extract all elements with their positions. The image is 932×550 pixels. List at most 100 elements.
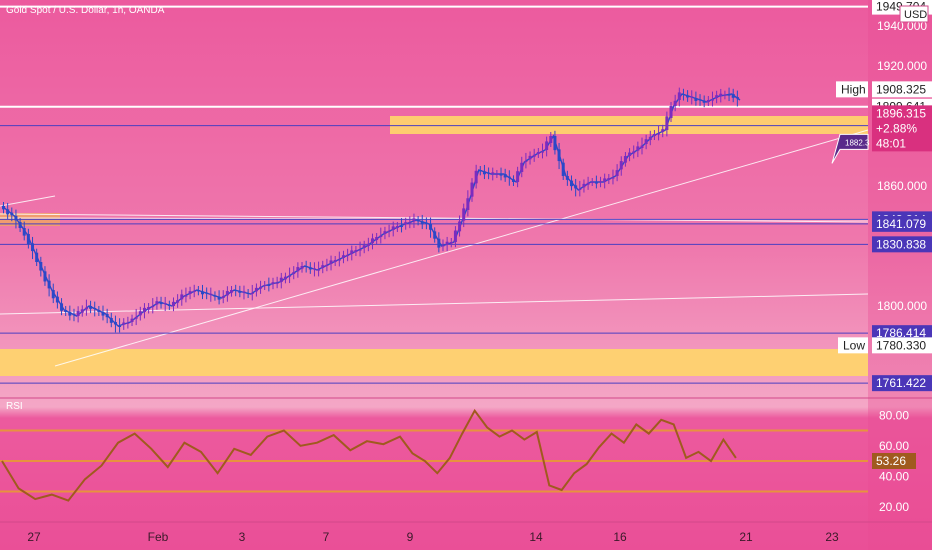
candle-body	[528, 155, 532, 160]
candle-body	[242, 291, 246, 293]
candle-body	[93, 308, 97, 309]
candle-body	[259, 286, 263, 289]
high-price-tag: 1908.325	[876, 82, 926, 96]
candle-body	[395, 226, 399, 228]
candle-body	[317, 269, 321, 271]
x-axis-tick: 7	[323, 530, 330, 544]
candle-body	[263, 285, 267, 286]
candle-body	[101, 312, 105, 316]
rsi-current-bg	[872, 453, 916, 469]
candle-body	[184, 295, 188, 297]
candle-body	[51, 290, 55, 299]
candle-body	[594, 182, 598, 184]
candle-body	[615, 170, 619, 176]
supply-demand-zone	[390, 116, 868, 134]
candle-body	[665, 116, 669, 130]
candle-body	[366, 243, 370, 246]
candle-body	[400, 226, 404, 227]
candle-body	[55, 296, 59, 303]
trend-line	[54, 129, 869, 367]
candle-body	[230, 290, 234, 293]
candle-body	[686, 95, 690, 98]
candle-body	[250, 292, 254, 294]
candle-body	[524, 160, 528, 162]
candle-body	[387, 230, 391, 232]
price-axis-tick: 1800.000	[877, 299, 927, 313]
candle-body	[408, 222, 412, 224]
candle-body	[89, 306, 93, 309]
candle-body	[611, 177, 615, 179]
candle-body	[532, 154, 536, 157]
candle-body	[47, 280, 51, 289]
candle-body	[710, 99, 714, 101]
candle-body	[288, 275, 292, 277]
trend-line	[0, 195, 56, 207]
candle-body	[570, 180, 574, 187]
candle-body	[520, 162, 524, 172]
high-label: High	[841, 82, 866, 96]
low-price-tag: 1780.330	[876, 338, 926, 352]
candle-body	[192, 290, 196, 292]
candle-body	[271, 282, 275, 284]
candle-body	[719, 93, 723, 96]
candle-body	[661, 129, 665, 132]
bar-countdown: 48:01	[876, 136, 906, 150]
candle-body	[648, 136, 652, 140]
candle-body	[632, 151, 636, 154]
current-price: 1896.315	[876, 106, 926, 120]
candle-body	[304, 266, 308, 267]
candle-body	[458, 221, 462, 232]
candle-body	[437, 238, 441, 248]
candle-body	[358, 249, 362, 251]
candle-body	[97, 310, 101, 312]
candle-body	[474, 170, 478, 184]
candle-body	[511, 179, 515, 182]
candle-body	[499, 174, 503, 176]
candle-body	[727, 94, 731, 96]
candle-body	[433, 231, 437, 239]
candle-body	[31, 243, 35, 252]
candle-body	[565, 176, 569, 180]
rsi-axis-tick: 80.00	[879, 408, 909, 422]
candle-body	[64, 310, 68, 312]
price-level-tag-bg	[872, 325, 932, 342]
candle-body	[449, 242, 453, 244]
candle-body	[196, 290, 200, 292]
candle-body	[391, 226, 395, 230]
candle-body	[333, 260, 337, 262]
candle-body	[582, 183, 586, 188]
candle-body	[217, 296, 221, 300]
candle-body	[669, 106, 673, 118]
candle-body	[238, 291, 242, 293]
candle-body	[495, 174, 499, 175]
candle-body	[159, 302, 163, 305]
low-price-tag-bg	[872, 337, 932, 354]
x-axis-tick: 23	[825, 530, 839, 544]
candle-body	[371, 238, 374, 243]
candle-body	[706, 100, 710, 102]
candle-body	[267, 285, 271, 286]
candle-body	[677, 92, 681, 100]
candle-body	[163, 303, 167, 305]
candle-body	[105, 314, 109, 318]
candle-body	[503, 174, 507, 178]
candle-body	[180, 294, 184, 300]
candle-body	[213, 295, 217, 297]
candle-body	[341, 255, 345, 258]
candle-body	[603, 178, 607, 182]
candle-body	[628, 152, 632, 156]
candle-body	[640, 145, 644, 148]
price-axis-tick: 1860.000	[877, 179, 927, 193]
candle-body	[72, 314, 76, 316]
candle-body	[482, 171, 486, 175]
candle-body	[619, 161, 623, 170]
candle-body	[424, 222, 428, 224]
candle-body	[138, 311, 142, 316]
x-axis-tick: 14	[529, 530, 543, 544]
candle-body	[599, 181, 603, 183]
candle-body	[109, 318, 113, 323]
candle-body	[76, 311, 80, 316]
rsi-axis-tick: 20.00	[879, 500, 909, 514]
